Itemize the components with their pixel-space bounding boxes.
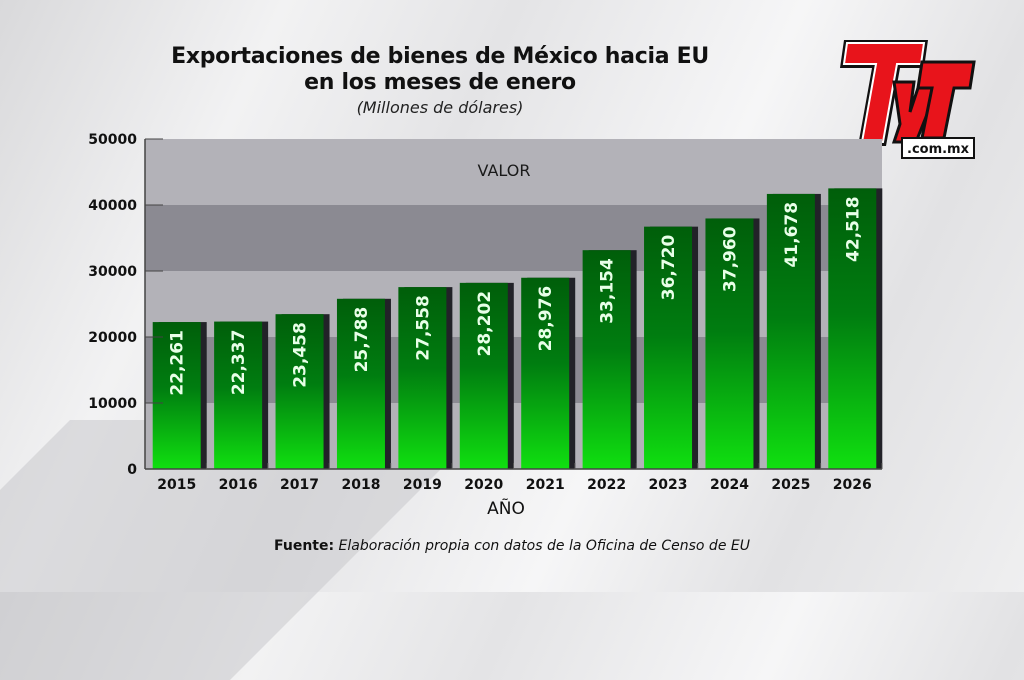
x-tick-label: 2024 — [710, 477, 749, 493]
bars: 22,261 22,337 23,458 25,788 27,558 28,202 28,9… — [152, 188, 883, 469]
x-axis-ticks: 2015 2016 2017 2018 2019 2020 2021 2022 2023 2024… — [157, 463, 883, 493]
grid-band — [145, 139, 882, 205]
x-tick-label: 2025 — [771, 477, 810, 493]
y-tick-label: 10000 — [88, 396, 137, 412]
bar — [336, 298, 385, 469]
x-tick-label: 2016 — [219, 477, 258, 493]
source-label: Fuente: — [274, 538, 335, 554]
bar — [521, 277, 570, 469]
x-tick-label: 2020 — [464, 477, 503, 493]
data-label: 23,458 — [291, 322, 311, 388]
bar — [275, 314, 324, 469]
data-label: 22,261 — [168, 330, 188, 396]
chart-title: Exportaciones de bienes de México hacia … — [0, 44, 880, 96]
bar-chart: VALOR 22,261 22,337 23,458 25,788 27,558 28,2… — [88, 132, 883, 519]
data-label: 28,202 — [475, 291, 495, 357]
x-tick-label: 2019 — [403, 477, 442, 493]
bar — [214, 321, 263, 469]
tyt-logo: .com.mx — [840, 40, 976, 159]
bar — [766, 193, 815, 469]
data-label: 41,678 — [782, 202, 802, 268]
data-label: 22,337 — [229, 330, 249, 396]
source-note: Fuente: Elaboración propia con datos de … — [0, 538, 1024, 554]
data-label: 27,558 — [413, 295, 433, 361]
y-tick-label: 0 — [127, 462, 137, 478]
y-tick-label: 40000 — [88, 198, 137, 214]
logo-mark — [840, 40, 976, 159]
bar — [152, 322, 201, 469]
x-tick-label: 2026 — [833, 477, 872, 493]
data-label: 37,960 — [720, 226, 740, 292]
bar — [828, 188, 877, 469]
bar — [398, 287, 447, 469]
x-tick-label: 2015 — [157, 477, 196, 493]
y-tick-label: 50000 — [88, 132, 137, 148]
title-line-1: Exportaciones de bienes de México hacia … — [171, 44, 709, 69]
x-tick-label: 2018 — [341, 477, 380, 493]
x-tick-label: 2017 — [280, 477, 319, 493]
data-label: 25,788 — [352, 307, 372, 373]
data-label: 42,518 — [843, 196, 863, 262]
data-label: 28,976 — [536, 286, 556, 352]
data-label: 33,154 — [598, 258, 618, 324]
bar — [705, 218, 754, 469]
series-label: VALOR — [478, 161, 531, 180]
y-tick-label: 30000 — [88, 264, 137, 280]
bar — [459, 282, 508, 469]
y-tick-label: 20000 — [88, 330, 137, 346]
bar — [644, 226, 693, 469]
x-tick-label: 2023 — [649, 477, 688, 493]
source-text: Elaboración propia con datos de la Ofici… — [338, 538, 750, 554]
bar — [582, 250, 631, 469]
y-axis-ticks: 0 10000 20000 30000 40000 50000 — [88, 132, 163, 478]
x-axis-title: AÑO — [487, 497, 525, 519]
x-tick-label: 2021 — [526, 477, 565, 493]
data-label: 36,720 — [659, 234, 679, 300]
title-line-2: en los meses de enero — [304, 70, 576, 95]
x-tick-label: 2022 — [587, 477, 626, 493]
chart-subtitle: (Millones de dólares) — [356, 98, 524, 117]
logo-domain: .com.mx — [907, 142, 970, 157]
